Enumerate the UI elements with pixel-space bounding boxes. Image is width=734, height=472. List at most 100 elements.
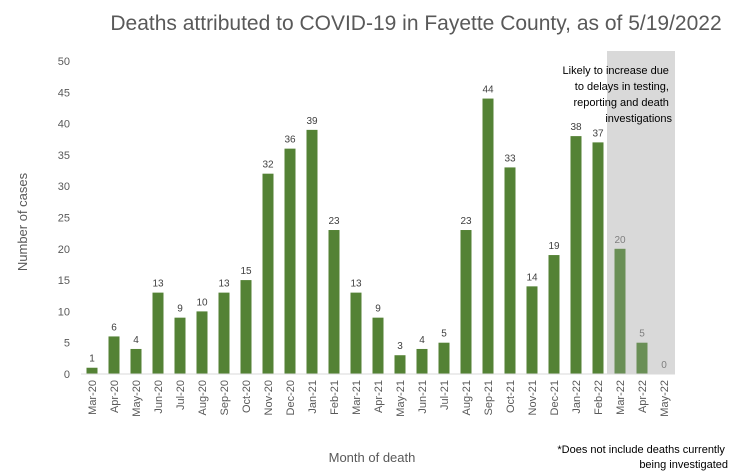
bars xyxy=(86,98,648,374)
data-label: 3 xyxy=(397,341,403,352)
x-axis-label: Month of death xyxy=(329,450,416,465)
data-label: 9 xyxy=(375,304,381,315)
data-label: 39 xyxy=(306,116,318,127)
bar xyxy=(394,355,406,374)
bar xyxy=(416,348,428,374)
x-tick-label: Oct-21 xyxy=(505,380,517,413)
bar xyxy=(614,248,626,374)
data-label: 13 xyxy=(350,279,362,290)
data-label: 4 xyxy=(133,335,139,346)
data-label: 44 xyxy=(482,85,494,96)
bar xyxy=(328,230,340,374)
data-label: 19 xyxy=(548,241,560,252)
x-tick-label: Sep-20 xyxy=(219,380,231,415)
bar xyxy=(548,255,560,374)
footnote-line: being investigated xyxy=(639,459,728,471)
bar xyxy=(108,336,120,374)
data-label: 4 xyxy=(419,335,425,346)
chart-title: Deaths attributed to COVID-19 in Fayette… xyxy=(110,12,721,35)
y-tick-label: 35 xyxy=(58,150,70,162)
data-label: 23 xyxy=(328,216,340,227)
bar xyxy=(240,280,252,374)
bar xyxy=(262,173,274,374)
x-tick-label: Dec-20 xyxy=(285,380,297,415)
x-tick-label: May-22 xyxy=(659,380,671,417)
data-label: 5 xyxy=(639,329,645,340)
bar xyxy=(570,136,582,374)
bar xyxy=(196,311,208,374)
data-label: 32 xyxy=(262,160,274,171)
x-tick-label: Apr-20 xyxy=(109,380,121,413)
y-tick-label: 15 xyxy=(58,275,70,287)
y-tick-label: 5 xyxy=(64,338,70,350)
data-label: 0 xyxy=(661,360,667,371)
x-tick-label: Mar-21 xyxy=(351,380,363,415)
bar xyxy=(284,148,296,374)
y-tick-label: 25 xyxy=(58,213,70,225)
x-tick-label: Jun-20 xyxy=(153,380,165,414)
x-tick-label: Dec-21 xyxy=(549,380,561,415)
y-tick-label: 0 xyxy=(64,369,70,381)
data-label: 13 xyxy=(218,279,230,290)
footnote: *Does not include deaths currently being… xyxy=(557,444,728,471)
bar xyxy=(482,98,494,374)
x-tick-label: May-20 xyxy=(131,380,143,417)
x-axis-ticks: Mar-20 Apr-20 May-20 Jun-20 Jul-20 Aug-20 Sep-… xyxy=(87,380,671,417)
bar xyxy=(636,342,648,374)
x-tick-label: Jan-22 xyxy=(571,380,583,414)
x-tick-label: Apr-21 xyxy=(373,380,385,413)
x-tick-label: Aug-20 xyxy=(197,380,209,415)
data-label: 5 xyxy=(441,329,447,340)
bar xyxy=(350,292,362,374)
x-tick-label: Aug-21 xyxy=(461,380,473,415)
data-label: 6 xyxy=(111,322,117,333)
bar xyxy=(592,142,604,374)
y-tick-label: 50 xyxy=(58,56,70,68)
x-tick-label: Nov-21 xyxy=(527,380,539,415)
data-label: 33 xyxy=(504,153,516,164)
pending-annotation-line: to delays in testing, xyxy=(575,81,669,93)
data-label: 1 xyxy=(89,354,95,365)
x-tick-label: Jul-21 xyxy=(439,380,451,410)
data-label: 13 xyxy=(152,279,164,290)
y-tick-label: 10 xyxy=(58,306,70,318)
bar xyxy=(438,342,450,374)
x-tick-label: Jul-20 xyxy=(175,380,187,410)
pending-annotation: Likely to increase due to delays in test… xyxy=(563,65,673,125)
y-tick-label: 20 xyxy=(58,244,70,256)
bar xyxy=(152,292,164,374)
x-tick-label: Jun-21 xyxy=(417,380,429,414)
bar xyxy=(460,230,472,374)
data-label: 15 xyxy=(240,266,252,277)
x-tick-label: Feb-21 xyxy=(329,380,341,415)
data-label: 14 xyxy=(526,272,538,283)
bar xyxy=(372,317,384,374)
bar xyxy=(86,367,98,374)
data-labels: 1 6 4 13 9 10 13 15 32 36 39 23 13 9 3 4 5 23 44 33 14 19 38 37… xyxy=(89,85,667,371)
pending-annotation-line: reporting and death xyxy=(574,97,669,109)
data-label: 37 xyxy=(592,128,604,139)
y-tick-label: 45 xyxy=(58,87,70,99)
pending-annotation-line: Likely to increase due xyxy=(563,65,669,77)
x-tick-label: Oct-20 xyxy=(241,380,253,413)
data-label: 20 xyxy=(614,235,626,246)
x-tick-label: Apr-22 xyxy=(637,380,649,413)
bar xyxy=(130,348,142,374)
y-axis-ticks: 0 5 10 15 20 25 30 35 40 45 50 xyxy=(58,56,70,381)
data-label: 23 xyxy=(460,216,472,227)
y-tick-label: 30 xyxy=(58,181,70,193)
pending-annotation-line: investigations xyxy=(605,113,672,125)
data-label: 9 xyxy=(177,304,183,315)
bar xyxy=(174,317,186,374)
bar xyxy=(306,129,318,374)
x-tick-label: May-21 xyxy=(395,380,407,417)
footnote-line: *Does not include deaths currently xyxy=(557,444,725,456)
x-tick-label: Mar-22 xyxy=(615,380,627,415)
y-axis-label: Number of cases xyxy=(15,172,30,271)
data-label: 10 xyxy=(196,297,208,308)
x-tick-label: Jan-21 xyxy=(307,380,319,414)
x-tick-label: Mar-20 xyxy=(87,380,99,415)
x-tick-label: Nov-20 xyxy=(263,380,275,415)
data-label: 36 xyxy=(284,135,296,146)
